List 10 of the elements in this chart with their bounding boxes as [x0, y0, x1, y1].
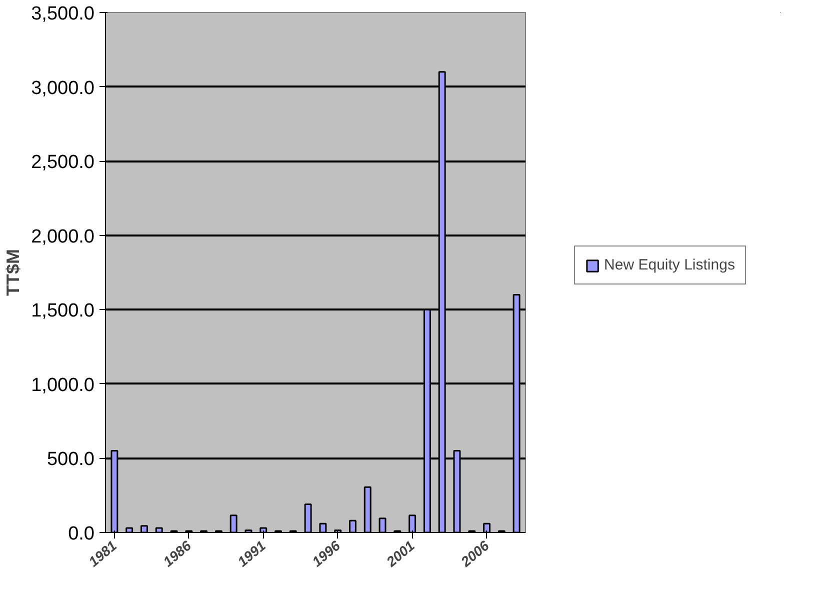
- legend-label: New Equity Listings: [604, 256, 735, 274]
- y-tick-label: 2,000.0: [31, 226, 95, 248]
- y-tick-label: 3,500.0: [31, 4, 95, 24]
- y-axis-title: TT$M: [3, 249, 24, 296]
- y-tick-label: 0.0: [68, 524, 95, 544]
- y-tick-label: 1,500.0: [31, 300, 95, 322]
- y-tick-label: 3,000.0: [31, 78, 95, 99]
- y-tick-label: 1,000.0: [31, 374, 95, 396]
- y-tick-label: 2,500.0: [31, 152, 95, 174]
- y-tick-label: 500.0: [46, 449, 94, 470]
